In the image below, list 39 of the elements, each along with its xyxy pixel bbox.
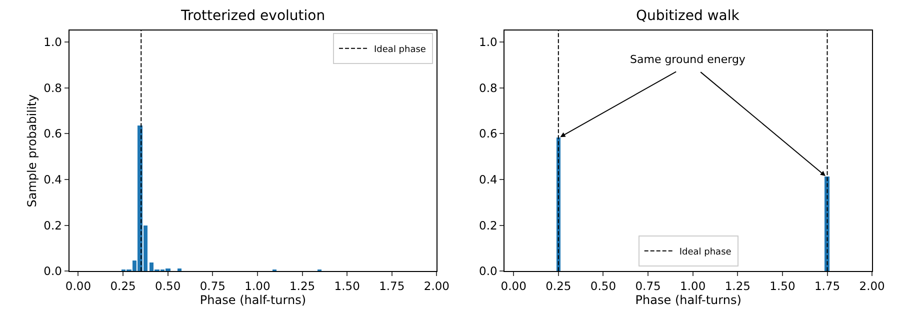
y-tick-label: 0.8 — [479, 80, 498, 95]
x-tick-label: 0.50 — [590, 278, 616, 293]
x-tick-label: 2.00 — [424, 278, 450, 293]
y-tick-label: 1.0 — [479, 34, 498, 49]
y-tick-label: 0.6 — [479, 126, 498, 141]
y-tick-label: 0.6 — [44, 126, 62, 141]
x-tick-label: 2.00 — [859, 278, 885, 293]
ref-line-label: Ideal phase — [374, 44, 426, 55]
y-tick-label: 1.0 — [44, 34, 62, 49]
x-tick-label: 1.50 — [770, 278, 796, 293]
y-tick-label: 0.2 — [479, 218, 498, 232]
y-tick-label: 0.2 — [44, 218, 62, 232]
x-tick-label: 1.50 — [334, 278, 360, 293]
x-tick-label: 0.75 — [635, 278, 661, 293]
x-tick-label: 1.00 — [680, 278, 706, 293]
bar — [177, 268, 182, 272]
ref-line-label: Ideal phase — [679, 247, 732, 258]
annotation: Same ground energy — [630, 53, 746, 66]
y-tick-label: 0.4 — [44, 172, 62, 186]
x-tick-label: 1.75 — [379, 278, 405, 293]
x-tick-label: 1.25 — [724, 278, 750, 293]
y-tick-label: 0.0 — [479, 264, 498, 278]
x-tick-label: 0.25 — [546, 278, 572, 293]
chart-title: Trotterized evolution — [180, 8, 326, 24]
y-tick-label: 0.0 — [44, 264, 62, 278]
chart-title: Qubitized walk — [636, 8, 740, 24]
x-tick-label: 0.75 — [200, 278, 226, 293]
y-tick-label: 0.8 — [44, 80, 62, 95]
x-axis-title: Phase (half-turns) — [200, 292, 306, 307]
x-tick-label: 0.00 — [65, 278, 92, 293]
y-axis-title: Sample probability — [24, 94, 39, 208]
y-tick-label: 0.4 — [479, 172, 498, 186]
x-tick-label: 0.25 — [110, 278, 136, 293]
x-tick-label: 1.25 — [289, 278, 316, 293]
x-tick-label: 0.50 — [155, 278, 181, 293]
x-tick-label: 0.00 — [500, 278, 526, 293]
x-axis-title: Phase (half-turns) — [635, 292, 742, 307]
x-tick-label: 1.75 — [814, 278, 840, 293]
x-tick-label: 1.00 — [244, 278, 270, 293]
